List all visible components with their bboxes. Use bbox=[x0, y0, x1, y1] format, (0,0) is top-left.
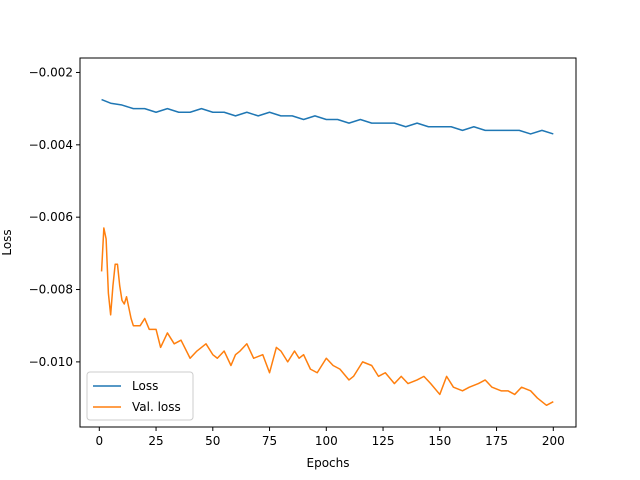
plot-area bbox=[79, 57, 577, 428]
x-tick-label: 125 bbox=[372, 434, 395, 448]
legend-label-loss: Loss bbox=[132, 379, 158, 393]
y-tick-label: −0.002 bbox=[29, 65, 73, 79]
legend: Loss Val. loss bbox=[86, 371, 194, 421]
y-tick-label: −0.004 bbox=[29, 138, 73, 152]
y-axis-ticks: −0.010 −0.008 −0.006 −0.004 −0.002 bbox=[29, 65, 80, 369]
x-tick-label: 25 bbox=[148, 434, 163, 448]
x-tick-label: 50 bbox=[205, 434, 220, 448]
x-tick-label: 75 bbox=[262, 434, 277, 448]
x-tick-label: 175 bbox=[485, 434, 508, 448]
y-tick-label: −0.006 bbox=[29, 210, 73, 224]
y-tick-label: −0.008 bbox=[29, 283, 73, 297]
y-axis-label: Loss bbox=[0, 229, 14, 255]
y-tick-label: −0.010 bbox=[29, 355, 73, 369]
legend-box bbox=[86, 371, 194, 421]
legend-label-val-loss: Val. loss bbox=[132, 400, 181, 414]
series-line-loss bbox=[101, 98, 554, 135]
x-tick-label: 0 bbox=[95, 434, 103, 448]
x-tick-label: 150 bbox=[428, 434, 451, 448]
series-layer bbox=[100, 98, 554, 407]
x-axis-ticks: 0 25 50 75 100 125 150 175 200 bbox=[95, 427, 565, 448]
x-axis-label: Epochs bbox=[307, 456, 350, 470]
x-tick-label: 200 bbox=[542, 434, 565, 448]
series-line-val-loss bbox=[100, 227, 554, 407]
axes-frame bbox=[79, 57, 577, 428]
x-tick-label: 100 bbox=[315, 434, 338, 448]
